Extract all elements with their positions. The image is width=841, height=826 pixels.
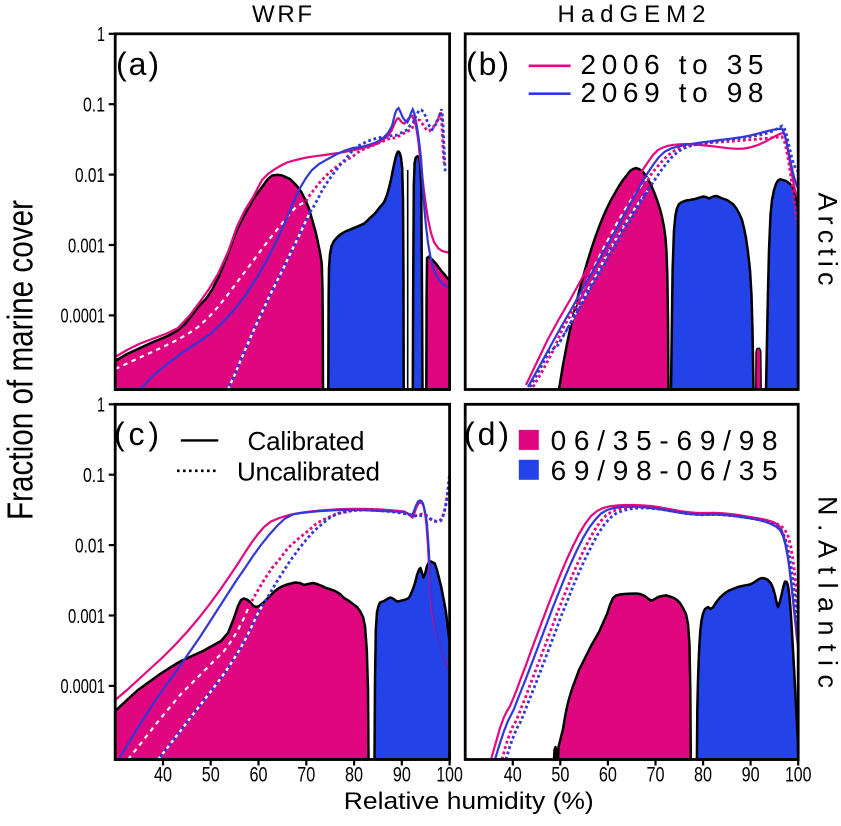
svg-text:0.1: 0.1 [83, 95, 105, 117]
svg-text:1: 1 [97, 24, 105, 46]
svg-text:50: 50 [551, 763, 569, 787]
svg-text:50: 50 [202, 763, 220, 787]
svg-text:0.01: 0.01 [75, 535, 105, 557]
svg-text:Fraction of marine cover: Fraction of marine cover [0, 200, 41, 520]
svg-text:HadGEM2: HadGEM2 [558, 1, 706, 28]
svg-text:60: 60 [250, 763, 268, 787]
svg-text:80: 80 [345, 763, 363, 787]
svg-text:0.01: 0.01 [75, 165, 105, 187]
svg-text:90: 90 [742, 763, 760, 787]
svg-text:100: 100 [436, 763, 463, 787]
svg-text:2006 to 35: 2006 to 35 [581, 49, 764, 80]
svg-text:0.001: 0.001 [68, 235, 105, 257]
svg-text:70: 70 [297, 763, 315, 787]
svg-text:Relative humidity (%): Relative humidity (%) [344, 788, 594, 815]
svg-text:Arctic: Arctic [813, 193, 841, 286]
svg-text:WRF: WRF [252, 1, 312, 28]
svg-text:40: 40 [154, 763, 172, 787]
svg-text:0.001: 0.001 [68, 606, 105, 628]
svg-text:40: 40 [504, 763, 522, 787]
svg-text:0.0001: 0.0001 [61, 306, 106, 328]
svg-text:0.1: 0.1 [83, 465, 105, 487]
svg-text:70: 70 [646, 763, 664, 787]
svg-text:(a): (a) [116, 46, 159, 82]
svg-text:0.0001: 0.0001 [61, 676, 106, 698]
svg-text:80: 80 [694, 763, 712, 787]
svg-text:(b): (b) [466, 46, 509, 82]
svg-text:100: 100 [785, 763, 812, 787]
svg-text:1: 1 [97, 395, 105, 417]
svg-text:60: 60 [599, 763, 617, 787]
svg-text:(d): (d) [464, 416, 509, 452]
svg-text:2069 to 98: 2069 to 98 [581, 77, 764, 108]
svg-text:(c): (c) [114, 416, 159, 452]
svg-text:90: 90 [393, 763, 411, 787]
svg-text:69/98-06/35: 69/98-06/35 [551, 455, 778, 486]
svg-text:Calibrated: Calibrated [248, 426, 365, 456]
svg-text:06/35-69/98: 06/35-69/98 [551, 425, 778, 456]
svg-text:Uncalibrated: Uncalibrated [237, 457, 380, 487]
